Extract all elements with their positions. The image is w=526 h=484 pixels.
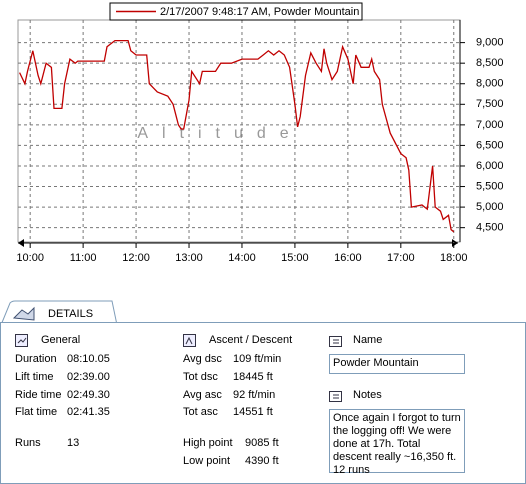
notes-textarea[interactable]: Once again I forgot to turn the logging …	[329, 409, 465, 476]
ascent-label: Avg asc	[183, 389, 222, 401]
general-value: 13	[67, 437, 80, 449]
y-axis-watermark: Altitude	[137, 125, 302, 142]
chart-background	[0, 0, 526, 296]
ascent-label: Avg dsc	[183, 353, 222, 365]
tab[interactable]: DETAILS	[0, 300, 118, 326]
y-tick-label: 5,000	[476, 201, 504, 213]
x-tick-label: 10:00	[16, 252, 44, 264]
name-input[interactable]: Powder Mountain	[329, 354, 465, 374]
y-tick-label: 8,000	[476, 78, 504, 90]
y-tick-label: 7,500	[476, 98, 504, 110]
chart: Altitude 4,500 5,000 5,500 6,000 6,500 7,000 7…	[0, 0, 526, 296]
general-value: 08:10.05	[67, 353, 110, 365]
x-tick-label: 12:00	[122, 252, 150, 264]
ascent-label: Tot asc	[183, 406, 218, 418]
ascent-value: 9085 ft	[245, 437, 279, 449]
x-tick-label: 11:00	[70, 252, 97, 264]
name-title: Name	[353, 334, 383, 346]
ascent-icon	[183, 334, 196, 347]
general-label: Ride time	[15, 389, 62, 401]
ascent-value: 18445 ft	[233, 371, 273, 383]
y-tick-label: 5,500	[476, 180, 504, 192]
y-tick-label: 6,500	[476, 139, 504, 151]
general-label: Duration	[15, 353, 57, 365]
x-tick-label: 16:00	[334, 252, 362, 264]
name-icon	[329, 336, 342, 347]
general-value: 02:41.35	[67, 406, 110, 418]
general-label: Flat time	[15, 406, 58, 418]
series-line	[19, 39, 455, 233]
tab-icon	[12, 306, 35, 321]
x-tick-label: 13:00	[175, 252, 203, 264]
x-tick-label: 14:00	[228, 252, 256, 264]
y-tick-label: 4,500	[476, 222, 504, 234]
y-tick-label: 7,000	[476, 119, 504, 131]
ascent-label: Tot dsc	[183, 371, 218, 383]
general-label: Runs	[15, 437, 41, 449]
x-tick-label: 17:00	[387, 252, 415, 264]
general-value: 02:49.30	[67, 389, 110, 401]
ascent-title: Ascent / Descent	[209, 334, 293, 346]
notes-title: Notes	[353, 389, 382, 401]
ascent-label: Low point	[183, 455, 231, 467]
ascent-label: High point	[183, 437, 233, 449]
ascent-value: 14551 ft	[233, 406, 273, 418]
y-tick-label: 9,000	[476, 37, 504, 49]
y-tick-label: 6,000	[476, 160, 504, 172]
tab-label: DETAILS	[48, 308, 93, 320]
details-panel: General Ascent / Descent Name Powder Mou…	[0, 322, 526, 484]
legend-box	[109, 2, 363, 21]
legend: 2/17/2007 9:48:17 AM, Powder Mountain	[109, 2, 363, 21]
general-value: 02:39.00	[67, 371, 110, 383]
x-tick-label: 18:00	[440, 252, 468, 264]
notes-icon	[329, 391, 342, 402]
y-tick-label: 8,500	[476, 57, 504, 69]
ascent-value: 92 ft/min	[233, 389, 276, 401]
general-icon	[15, 334, 28, 347]
ascent-value: 4390 ft	[245, 455, 279, 467]
legend-label: 2/17/2007 9:48:17 AM, Powder Mountain	[160, 6, 359, 18]
general-title: General	[41, 334, 81, 346]
general-label: Lift time	[15, 371, 54, 383]
x-tick-label: 15:00	[281, 252, 309, 264]
ascent-value: 109 ft/min	[233, 353, 282, 365]
